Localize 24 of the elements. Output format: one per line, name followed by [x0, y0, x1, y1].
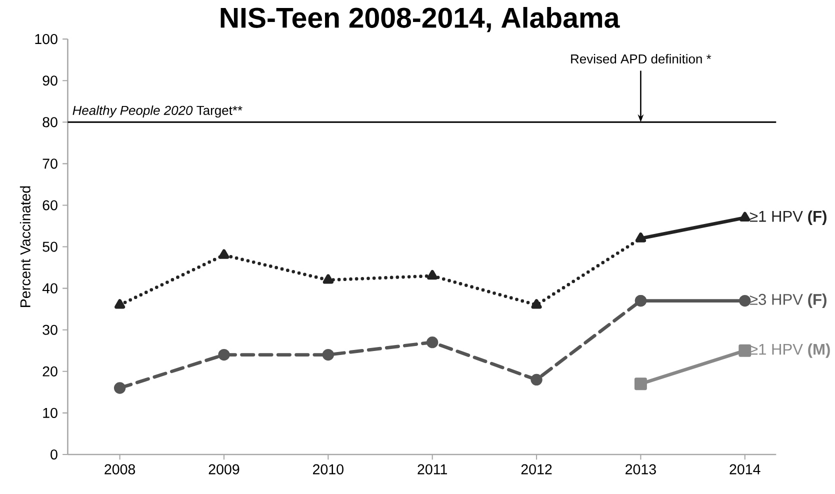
x-tick-label: 2011	[418, 464, 447, 475]
series-label: ≥1 HPV (F)	[750, 210, 826, 226]
y-tick-label: 100	[35, 34, 58, 44]
ref-line-label: Healthy People 2020 Target**	[72, 106, 242, 118]
y-tick-label: 40	[42, 283, 58, 294]
y-tick-label: 80	[42, 117, 58, 128]
series-label: ≥3 HPV (F)	[750, 294, 826, 308]
y-tick-label: 50	[42, 242, 58, 252]
y-tick-label: 30	[42, 325, 58, 336]
x-tick-label: 2013	[626, 464, 656, 475]
x-tick-label: 2008	[104, 464, 136, 475]
y-tick-label: 20	[42, 366, 58, 377]
y-axis-title: Percent Vaccinated	[20, 186, 30, 308]
y-tick-label: 90	[42, 76, 58, 86]
x-tick-label: 2010	[313, 464, 344, 475]
y-tick-label: 10	[43, 408, 58, 418]
y-tick-label: 0	[50, 450, 58, 460]
x-tick-label: 2012	[521, 464, 552, 475]
chart-title: NIS-Teen 2008-2014, Alabama	[220, 7, 620, 32]
x-tick-label: 2014	[730, 464, 760, 475]
y-tick-label: 60	[42, 200, 58, 211]
y-tick-label: 70	[42, 158, 58, 169]
annotation: Revised APD definition *	[571, 54, 712, 64]
x-tick-label: 2009	[208, 464, 240, 475]
